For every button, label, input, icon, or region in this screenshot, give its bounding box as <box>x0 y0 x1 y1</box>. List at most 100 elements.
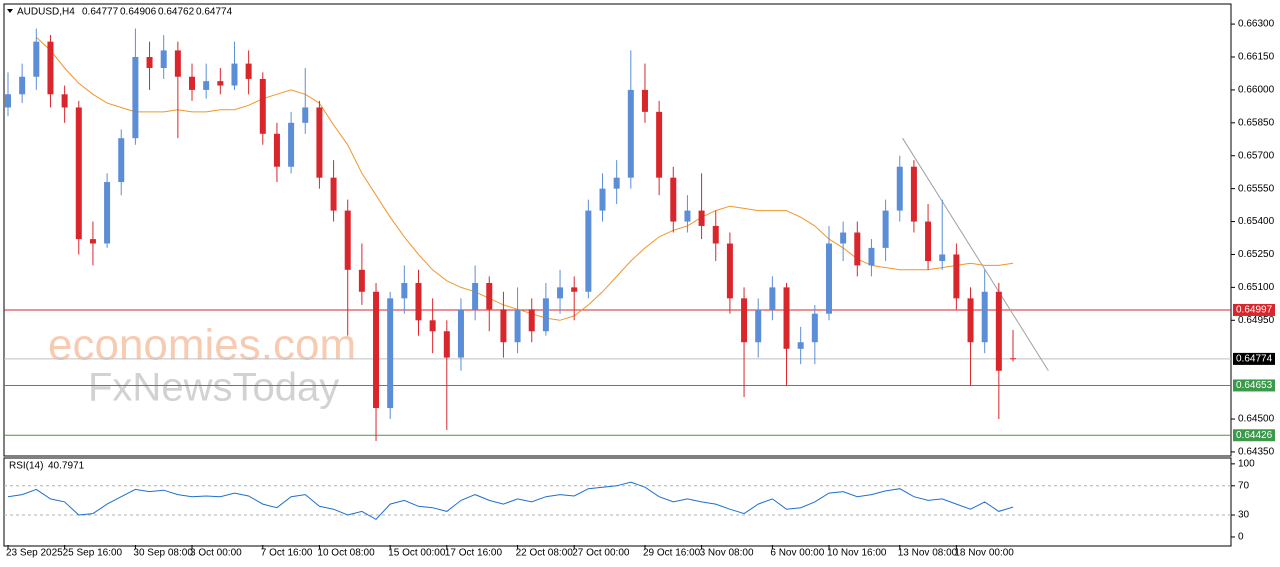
candle-body <box>1010 358 1016 360</box>
candle-body <box>273 133 280 167</box>
rsi-title: RSI(14) <box>9 461 43 472</box>
candle-body <box>981 291 988 343</box>
watermark-fxnews: FxNewsToday <box>88 366 339 410</box>
x-tick-label: 22 Oct 08:00 <box>516 548 574 559</box>
x-tick-label: 6 Nov 00:00 <box>770 548 824 559</box>
candle-body <box>415 282 422 321</box>
candle-body <box>542 298 549 332</box>
x-tick-label: 13 Nov 08:00 <box>898 548 958 559</box>
header-low: 0.64762 <box>158 7 195 18</box>
level-label-bg <box>1233 429 1275 442</box>
candle-body <box>656 111 663 178</box>
level-label: 0.64997 <box>1236 305 1273 316</box>
x-tick-label: 25 Sep 16:00 <box>63 548 123 559</box>
candle-body <box>245 63 252 79</box>
candle-body <box>118 138 125 183</box>
candle-body <box>344 210 351 270</box>
candle-body <box>585 210 592 292</box>
y-tick-label: 0.64950 <box>1238 315 1275 326</box>
y-tick-label: 0.64350 <box>1238 447 1275 458</box>
candle-body <box>472 282 479 310</box>
candle-body <box>203 81 210 90</box>
y-tick-label: 0.65400 <box>1238 216 1275 227</box>
candle-body <box>939 254 946 262</box>
candle-body <box>811 313 818 343</box>
x-tick-label: 23 Sep 2025 <box>6 548 63 559</box>
candle-body <box>840 232 847 244</box>
candle-body <box>146 56 153 68</box>
rsi-line <box>7 481 1014 521</box>
x-tick-label: 18 Nov 00:00 <box>954 548 1014 559</box>
trendline <box>902 137 1049 372</box>
header-high: 0.64906 <box>120 7 157 18</box>
candle-body <box>373 291 380 409</box>
candle-body <box>231 63 238 86</box>
level-label-bg <box>1233 303 1275 316</box>
candle-body <box>995 291 1002 371</box>
candle-body <box>61 94 68 108</box>
candle-body <box>89 239 96 244</box>
candle-body <box>641 89 648 112</box>
candle-body <box>429 320 436 332</box>
watermark: economies.com FxNewsToday <box>48 321 356 410</box>
y-tick-label: 0.66000 <box>1238 85 1275 96</box>
y-tick-label: 0.64500 <box>1238 414 1275 425</box>
candle-body <box>387 298 394 409</box>
candle-body <box>33 41 40 77</box>
level-label: 0.64653 <box>1236 380 1273 391</box>
candle-body <box>726 243 733 299</box>
chart-title: AUDUSD,H4 <box>17 7 75 18</box>
candle-body <box>160 50 167 68</box>
candle-body <box>797 342 804 349</box>
y-tick-label: 0.65100 <box>1238 282 1275 293</box>
candle-body <box>401 282 408 299</box>
x-tick-label: 10 Nov 16:00 <box>827 548 887 559</box>
x-tick-label: 30 Sep 08:00 <box>133 548 193 559</box>
level-label-bg <box>1233 352 1275 365</box>
candle-body <box>698 210 705 226</box>
candle-body <box>457 309 464 358</box>
x-tick-label: 3 Nov 08:00 <box>700 548 754 559</box>
moving-average <box>35 36 1014 321</box>
x-tick-label: 10 Oct 08:00 <box>317 548 375 559</box>
candle-body <box>75 107 82 240</box>
candle-body <box>302 107 309 123</box>
candle-body <box>288 122 295 167</box>
candle-body <box>500 309 507 343</box>
y-tick-label: 0.65250 <box>1238 249 1275 260</box>
candle-body <box>571 287 578 292</box>
x-tick-label: 3 Oct 00:00 <box>190 548 242 559</box>
candle-body <box>967 298 974 343</box>
candle-body <box>259 78 266 134</box>
candle-body <box>670 177 677 222</box>
rsi-tick-label: 0 <box>1238 532 1244 543</box>
candle-body <box>868 247 875 266</box>
y-tick-label: 0.66300 <box>1238 19 1275 30</box>
rsi-panel <box>3 457 1232 547</box>
candle-body <box>783 287 790 349</box>
level-label-bg <box>1233 379 1275 392</box>
candle-body <box>174 50 181 77</box>
candle-body <box>854 232 861 266</box>
candle-body <box>769 287 776 310</box>
candle-body <box>47 41 54 95</box>
x-tick-label: 7 Oct 16:00 <box>261 548 313 559</box>
candle-body <box>330 177 337 211</box>
candle-body <box>104 182 111 244</box>
y-tick-label: 0.66150 <box>1238 52 1275 63</box>
candle-body <box>514 309 521 343</box>
candle-body <box>358 269 365 292</box>
candle-body <box>599 188 606 211</box>
y-tick-label: 0.65850 <box>1238 117 1275 128</box>
menu-arrow[interactable] <box>7 9 13 13</box>
rsi-tick-label: 70 <box>1238 480 1250 491</box>
level-label: 0.64774 <box>1236 354 1273 365</box>
candle-body <box>825 243 832 314</box>
candle-body <box>613 177 620 189</box>
rsi-current: 40.7971 <box>48 461 85 472</box>
x-tick-label: 17 Oct 16:00 <box>445 548 503 559</box>
candle-body <box>627 89 634 178</box>
candle-body <box>896 166 903 211</box>
